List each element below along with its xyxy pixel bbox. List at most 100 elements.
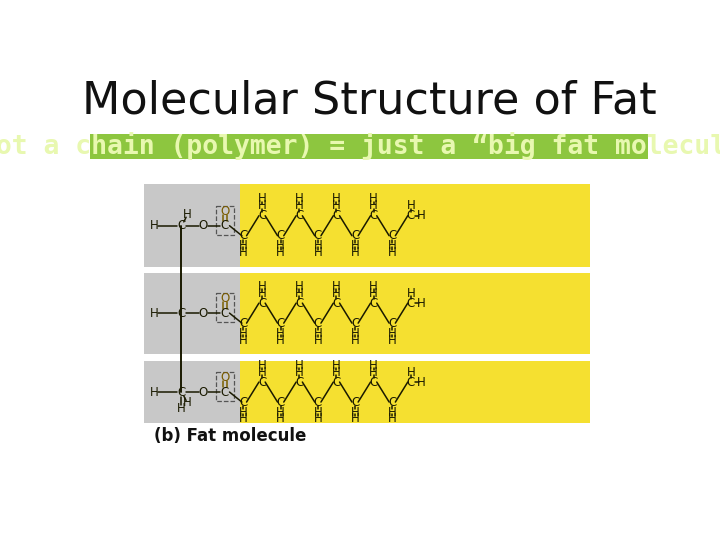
Text: Molecular Structure of Fat: Molecular Structure of Fat: [81, 79, 657, 123]
Text: H: H: [184, 396, 192, 409]
Text: H: H: [239, 246, 248, 259]
Text: H: H: [332, 280, 341, 293]
Text: C: C: [407, 296, 415, 309]
Text: H: H: [239, 334, 248, 347]
Text: C: C: [314, 396, 322, 409]
Text: O: O: [199, 386, 208, 399]
Text: H: H: [276, 334, 285, 347]
Text: H: H: [388, 327, 397, 340]
Text: H: H: [369, 199, 378, 212]
Text: C: C: [258, 375, 266, 389]
Text: C: C: [351, 230, 359, 242]
Text: H: H: [418, 296, 426, 309]
Text: C: C: [369, 209, 378, 222]
Text: H: H: [239, 406, 248, 419]
Bar: [144, 273, 240, 354]
Text: H: H: [239, 413, 248, 426]
Text: C: C: [333, 296, 341, 309]
Text: H: H: [313, 246, 323, 259]
Text: H: H: [295, 280, 304, 293]
Text: H: H: [388, 406, 397, 419]
Bar: [240, 184, 590, 267]
Text: H: H: [369, 287, 378, 300]
Text: C: C: [333, 375, 341, 389]
Text: C: C: [239, 230, 248, 242]
Text: H: H: [369, 280, 378, 293]
Text: H: H: [295, 359, 304, 372]
Text: H: H: [313, 413, 323, 426]
Text: O: O: [199, 219, 208, 232]
Text: C: C: [258, 296, 266, 309]
Text: H: H: [388, 246, 397, 259]
Text: H: H: [276, 246, 285, 259]
Text: C: C: [369, 375, 378, 389]
Text: C: C: [276, 396, 285, 409]
Text: C: C: [314, 230, 322, 242]
Text: H: H: [332, 199, 341, 212]
Text: C: C: [314, 316, 322, 329]
Text: C: C: [239, 396, 248, 409]
Text: H: H: [276, 413, 285, 426]
Text: H: H: [351, 413, 359, 426]
Text: H: H: [150, 386, 158, 399]
Bar: [144, 184, 240, 267]
Text: H: H: [295, 199, 304, 212]
Bar: [240, 361, 590, 423]
Text: H: H: [258, 199, 266, 212]
Text: C: C: [295, 296, 303, 309]
Text: H: H: [258, 366, 266, 379]
Text: C: C: [369, 296, 378, 309]
Text: H: H: [276, 406, 285, 419]
Text: C: C: [388, 230, 397, 242]
Text: H: H: [239, 327, 248, 340]
Text: H: H: [388, 239, 397, 252]
Text: H: H: [369, 359, 378, 372]
Text: C: C: [388, 316, 397, 329]
Text: H: H: [313, 327, 323, 340]
Text: H: H: [351, 327, 359, 340]
Text: H: H: [369, 366, 378, 379]
Text: C: C: [221, 219, 229, 232]
Text: O: O: [220, 292, 230, 305]
Text: H: H: [407, 366, 415, 379]
Text: C: C: [239, 316, 248, 329]
Text: H: H: [388, 334, 397, 347]
Text: O: O: [220, 371, 230, 384]
Text: H: H: [295, 287, 304, 300]
Text: H: H: [276, 327, 285, 340]
Text: H: H: [418, 209, 426, 222]
Text: H: H: [388, 413, 397, 426]
Text: C: C: [177, 219, 186, 232]
Text: H: H: [313, 239, 323, 252]
Text: H: H: [295, 366, 304, 379]
Text: C: C: [295, 209, 303, 222]
Text: H: H: [407, 287, 415, 300]
Text: C: C: [177, 386, 186, 399]
Text: H: H: [351, 406, 359, 419]
Text: H: H: [332, 287, 341, 300]
Text: H: H: [295, 192, 304, 205]
Text: H: H: [351, 246, 359, 259]
Text: H: H: [407, 199, 415, 212]
Text: C: C: [221, 386, 229, 399]
Text: C: C: [177, 307, 186, 320]
Text: C: C: [407, 209, 415, 222]
Text: H: H: [313, 406, 323, 419]
Text: C: C: [221, 307, 229, 320]
Text: H: H: [418, 375, 426, 389]
Text: H: H: [332, 359, 341, 372]
Bar: [240, 273, 590, 354]
Text: H: H: [258, 192, 266, 205]
Text: C: C: [351, 316, 359, 329]
Text: H: H: [184, 208, 192, 221]
Text: H: H: [150, 307, 158, 320]
Text: C: C: [407, 375, 415, 389]
Text: C: C: [276, 230, 285, 242]
Bar: [144, 361, 240, 423]
Text: (b) Fat molecule: (b) Fat molecule: [153, 427, 306, 445]
Bar: [90, 134, 648, 159]
Text: H: H: [239, 239, 248, 252]
Text: O: O: [199, 307, 208, 320]
Text: O: O: [220, 205, 230, 218]
Text: C: C: [351, 396, 359, 409]
